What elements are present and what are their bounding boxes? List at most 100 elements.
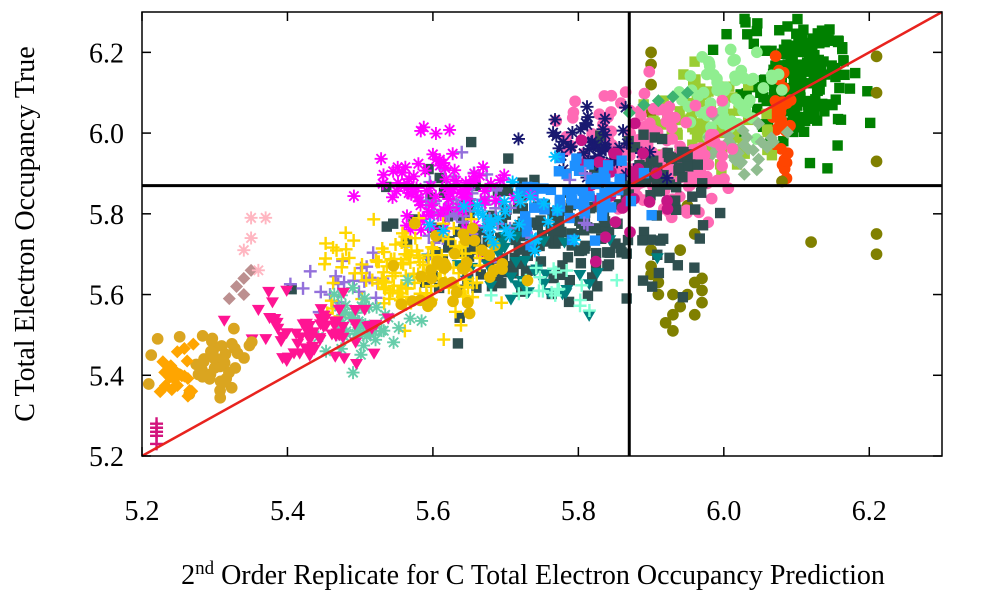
data-point-star	[487, 236, 501, 250]
data-point-star	[619, 101, 633, 115]
data-point-plus	[454, 318, 468, 332]
data-point-square	[538, 183, 549, 194]
data-point-plus	[296, 281, 310, 295]
data-point-star	[459, 222, 473, 236]
data-point-square	[790, 122, 802, 133]
data-point-circle	[716, 150, 729, 162]
data-point-square	[814, 57, 826, 68]
data-point-star	[415, 314, 429, 328]
x-axis-title: 2nd Order Replicate for C Total Electron…	[181, 558, 885, 591]
data-point-triangle-down	[336, 321, 350, 333]
data-point-plus	[329, 269, 343, 283]
data-point-plus	[437, 333, 451, 347]
data-point-circle	[647, 102, 660, 115]
data-point-circle	[689, 99, 702, 112]
data-point-circle	[696, 296, 708, 309]
data-point-diamond	[169, 364, 183, 378]
data-point-square	[605, 186, 616, 197]
data-point-circle	[705, 106, 718, 118]
data-point-diamond	[737, 167, 751, 181]
x-tick-label: 5.8	[561, 496, 596, 527]
data-point-square	[677, 171, 688, 183]
data-point-star	[579, 116, 593, 130]
data-point-triangle-down	[337, 287, 351, 299]
data-point-star	[425, 198, 439, 212]
data-point-triangle-down	[302, 334, 316, 346]
data-point-circle	[197, 355, 210, 368]
data-point-plus	[382, 292, 396, 306]
data-point-square	[553, 235, 564, 246]
data-point-square	[519, 211, 531, 222]
data-point-triangle-down	[274, 336, 288, 348]
data-point-square	[832, 140, 843, 151]
data-point-square	[589, 165, 600, 176]
data-point-star	[426, 147, 440, 161]
data-point-square	[433, 282, 445, 294]
data-point-circle	[566, 112, 579, 124]
data-point-square	[742, 29, 753, 40]
data-point-square	[645, 190, 656, 201]
data-point-circle	[228, 322, 240, 335]
data-point-square	[782, 21, 793, 32]
data-point-star	[548, 113, 562, 127]
data-point-square	[807, 96, 818, 107]
data-point-star	[596, 122, 610, 136]
data-point-plus	[303, 264, 317, 278]
data-point-plus	[367, 212, 381, 226]
data-point-square	[592, 172, 604, 184]
data-point-plus	[495, 296, 509, 310]
data-point-star	[506, 175, 520, 189]
data-point-square	[502, 185, 514, 197]
data-point-square	[605, 202, 617, 213]
data-point-circle	[645, 46, 657, 59]
data-point-plus	[400, 247, 414, 261]
data-point-star	[433, 158, 447, 172]
data-point-circle	[716, 160, 728, 172]
data-point-square	[612, 184, 624, 196]
data-point-square	[566, 228, 577, 239]
data-point-circle	[629, 117, 641, 130]
data-point-square	[286, 283, 297, 295]
data-point-diamond	[637, 98, 651, 112]
data-point-circle	[650, 167, 663, 180]
data-point-circle	[715, 140, 727, 153]
data-point-square	[735, 89, 746, 100]
data-point-square	[807, 46, 818, 57]
data-point-star	[386, 190, 400, 204]
data-point-plus	[391, 286, 405, 300]
data-point-square	[714, 207, 726, 219]
data-point-square	[575, 258, 587, 269]
data-point-circle	[870, 248, 883, 261]
data-point-plus	[533, 270, 547, 284]
y-tick-label: 5.4	[89, 361, 124, 392]
data-point-diamond	[237, 288, 251, 302]
data-point-square	[645, 234, 656, 245]
data-point-square	[566, 195, 578, 206]
data-point-star	[467, 166, 481, 180]
data-point-circle	[408, 217, 421, 230]
data-point-square	[798, 37, 810, 49]
data-point-square	[562, 252, 574, 263]
data-point-star	[478, 184, 492, 198]
data-point-star	[357, 292, 371, 306]
data-point-star	[480, 221, 494, 235]
data-point-square	[752, 103, 763, 115]
data-point-square	[664, 252, 675, 264]
data-point-square	[557, 260, 568, 271]
data-point-circle	[870, 228, 883, 240]
data-point-star	[475, 197, 489, 211]
data-point-square	[527, 217, 538, 228]
data-point-square	[553, 166, 565, 177]
data-point-triangle-down	[582, 279, 596, 291]
data-point-triangle-down	[271, 323, 285, 335]
data-point-star	[548, 150, 562, 164]
data-point-square	[578, 201, 590, 212]
data-point-diamond	[222, 292, 236, 306]
data-point-square	[602, 260, 613, 272]
data-point-square	[782, 59, 793, 70]
data-point-square	[616, 155, 627, 166]
data-point-star	[327, 287, 341, 301]
data-point-triangle-down	[336, 332, 350, 344]
data-point-star	[612, 141, 626, 155]
data-point-square	[545, 184, 557, 196]
